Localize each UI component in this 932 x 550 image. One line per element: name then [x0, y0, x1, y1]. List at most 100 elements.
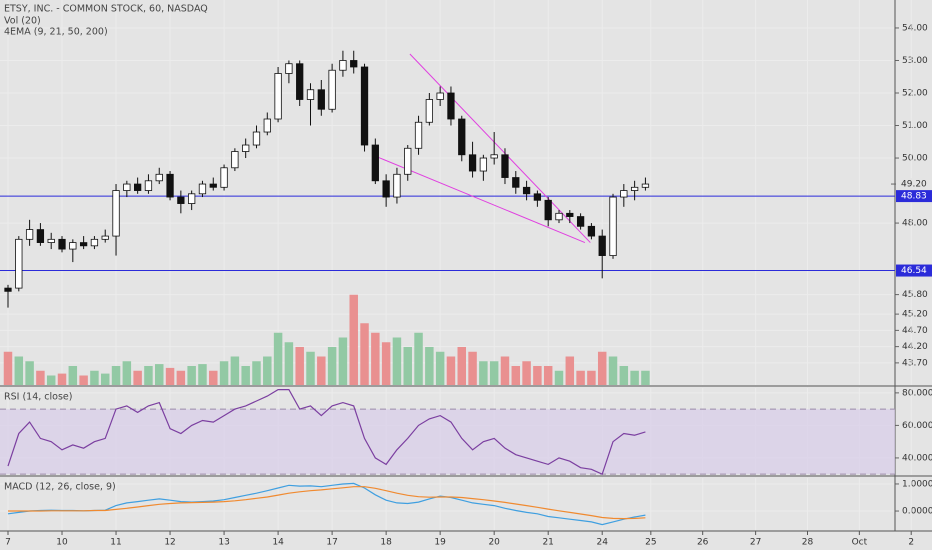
volume-bar: [608, 356, 618, 385]
candle-body: [198, 183, 207, 195]
candle-body: [220, 167, 228, 188]
y-tick-label: 44.70: [902, 326, 928, 336]
volume-bar: [133, 370, 142, 385]
x-tick-label: 7: [5, 538, 11, 548]
x-tick-label: 13: [218, 538, 229, 548]
volume-bar: [360, 323, 369, 385]
volume-bar: [46, 375, 56, 385]
indicator-label: Vol (20): [4, 16, 41, 27]
volume-bar: [543, 366, 553, 385]
candle-body: [209, 183, 217, 188]
candle-body: [404, 147, 412, 175]
volume-bar: [111, 366, 121, 385]
x-tick-label: 10: [56, 538, 68, 548]
candle-body: [285, 63, 293, 74]
candle-body: [630, 186, 639, 191]
candle-body: [274, 73, 282, 120]
y-tick-label: 40.0000: [902, 453, 932, 463]
y-tick-label: 0.0000: [902, 507, 932, 517]
price-label-box: [896, 264, 932, 277]
y-tick-label: 52.00: [902, 88, 928, 98]
candle-body: [425, 99, 433, 123]
volume-bar: [263, 356, 272, 385]
y-tick-label: 45.20: [902, 310, 928, 320]
candle-body: [36, 229, 45, 243]
candle-body: [242, 144, 250, 152]
volume-bar: [597, 351, 607, 385]
y-tick-label: 1.0000: [902, 479, 932, 489]
candle-body: [382, 180, 390, 198]
pane-title: MACD (12, 26, close, 9): [4, 482, 116, 493]
y-tick-label: 48.00: [902, 219, 928, 229]
volume-bar: [446, 356, 456, 385]
candle-body: [587, 225, 596, 237]
volume-bar: [219, 361, 229, 385]
volume-bar: [317, 356, 326, 385]
candle-body: [317, 89, 325, 110]
indicator-line: [7, 389, 646, 476]
volume-bar: [14, 356, 24, 385]
volume-bar: [576, 370, 585, 385]
x-tick-label: 21: [542, 538, 553, 548]
chart-title: ETSY, INC. - COMMON STOCK, 60, NASDAQ: [4, 4, 208, 15]
volume-bar: [630, 370, 639, 385]
volume-bar: [79, 375, 88, 385]
candle-body: [447, 92, 455, 120]
x-tick-label: 28: [802, 538, 814, 548]
volume-bar: [435, 351, 445, 385]
price-label-box: [896, 190, 932, 203]
candle-body: [296, 63, 304, 100]
candle-body: [252, 131, 261, 146]
x-tick-label: 2: [908, 538, 914, 548]
candle-body: [436, 92, 444, 100]
candle-body: [468, 154, 477, 172]
candle-body: [79, 242, 88, 247]
candle-body: [641, 183, 650, 188]
volume-bar: [273, 332, 283, 385]
volume-bar: [209, 370, 218, 385]
volume-bar: [468, 351, 477, 385]
candle-body: [134, 183, 142, 191]
candle-body: [166, 173, 174, 198]
candle-body: [112, 190, 120, 237]
candle-body: [598, 235, 606, 256]
volume-bar: [500, 356, 510, 385]
volume-bar: [619, 366, 629, 385]
volume-bar: [57, 373, 67, 385]
x-tick-label: 14: [272, 538, 284, 548]
y-tick-label: 51.00: [902, 121, 928, 131]
candle-body: [533, 193, 542, 201]
x-tick-label: 12: [164, 538, 175, 548]
volume-bar: [90, 370, 99, 385]
x-tick-label: 24: [596, 538, 608, 548]
last-price-label: 49.20: [901, 180, 927, 190]
candle-body: [58, 238, 66, 250]
candle-body: [414, 121, 423, 149]
candle-body: [393, 173, 401, 198]
price-label: 46.54: [901, 266, 927, 276]
pane-title: RSI (14, close): [4, 392, 72, 403]
volume-bar: [252, 361, 261, 385]
volume-bar: [198, 364, 207, 385]
price-label: 48.83: [901, 192, 927, 202]
volume-bar: [295, 347, 304, 385]
y-tick-label: 54.00: [902, 23, 928, 33]
volume-bar: [100, 373, 110, 385]
volume-bar: [371, 332, 380, 385]
candle-body: [555, 212, 563, 221]
volume-bar: [165, 367, 175, 385]
volume-bar: [155, 364, 164, 385]
candle-body: [306, 89, 315, 100]
volume-bar: [327, 347, 337, 385]
candle-body: [501, 154, 509, 178]
volume-bar: [489, 361, 499, 385]
y-tick-label: 53.00: [902, 56, 928, 66]
x-tick-label: 19: [434, 538, 446, 548]
volume-bar: [457, 347, 467, 385]
volume-bar: [338, 337, 348, 385]
volume-bar: [36, 370, 45, 385]
candle-body: [490, 154, 498, 159]
x-tick-label: 25: [645, 538, 656, 548]
candle-body: [4, 287, 12, 292]
